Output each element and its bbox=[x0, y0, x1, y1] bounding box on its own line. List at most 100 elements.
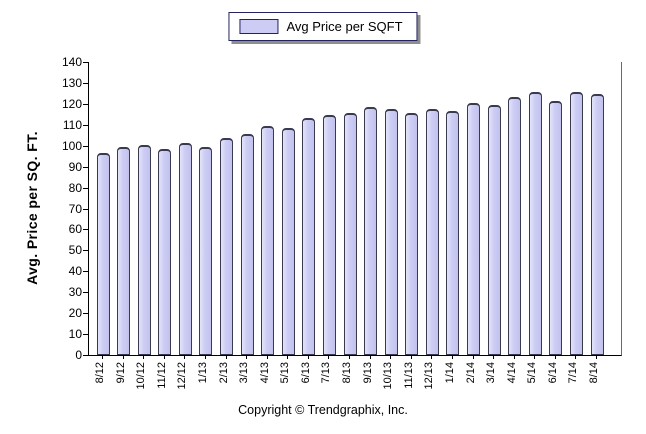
x-axis-label: 4/13 bbox=[259, 362, 271, 384]
x-tick bbox=[493, 355, 494, 359]
x-tick bbox=[390, 355, 391, 359]
x-tick bbox=[411, 355, 412, 359]
y-axis-label: 110 bbox=[62, 118, 82, 132]
bar bbox=[446, 111, 459, 355]
x-tick bbox=[164, 355, 165, 359]
x-axis-label: 11/13 bbox=[403, 362, 415, 389]
y-tick bbox=[83, 334, 88, 335]
x-axis-label: 3/13 bbox=[238, 362, 250, 384]
x-tick bbox=[205, 355, 206, 359]
x-tick bbox=[143, 355, 144, 359]
x-tick bbox=[452, 355, 453, 359]
x-tick bbox=[473, 355, 474, 359]
bar bbox=[591, 94, 604, 355]
x-tick bbox=[596, 355, 597, 359]
x-axis-label: 9/12 bbox=[115, 362, 127, 384]
x-tick bbox=[349, 355, 350, 359]
y-tick bbox=[83, 355, 88, 356]
x-tick bbox=[555, 355, 556, 359]
bar bbox=[508, 97, 521, 355]
bar bbox=[426, 109, 439, 355]
x-axis-label: 8/13 bbox=[341, 362, 353, 384]
y-axis-label: 100 bbox=[61, 139, 82, 153]
x-axis-label: 12/13 bbox=[423, 362, 435, 390]
x-tick bbox=[123, 355, 124, 359]
x-tick bbox=[370, 355, 371, 359]
bar bbox=[179, 143, 192, 355]
x-axis-label: 5/14 bbox=[526, 362, 538, 384]
x-axis-label: 1/13 bbox=[197, 362, 209, 384]
y-tick bbox=[83, 125, 88, 126]
bar bbox=[385, 109, 398, 355]
x-axis-label: 12/12 bbox=[176, 362, 188, 390]
bar bbox=[344, 113, 357, 355]
y-tick bbox=[83, 167, 88, 168]
y-axis-label: 20 bbox=[68, 306, 82, 320]
bar bbox=[138, 145, 151, 355]
x-tick bbox=[308, 355, 309, 359]
bar bbox=[488, 105, 501, 355]
plot-area bbox=[88, 62, 622, 356]
legend: Avg Price per SQFT bbox=[228, 12, 418, 41]
x-axis-label: 10/13 bbox=[382, 362, 394, 390]
x-axis-label: 2/13 bbox=[218, 362, 230, 384]
y-axis-label: 140 bbox=[61, 55, 82, 69]
y-axis-label: 10 bbox=[68, 327, 82, 341]
x-tick bbox=[534, 355, 535, 359]
y-tick bbox=[83, 83, 88, 84]
x-axis-label: 8/12 bbox=[94, 362, 106, 384]
y-tick bbox=[83, 188, 88, 189]
bar bbox=[302, 118, 315, 355]
bar bbox=[220, 138, 233, 355]
bar bbox=[241, 134, 254, 355]
bar bbox=[282, 128, 295, 355]
y-tick bbox=[83, 209, 88, 210]
x-tick bbox=[246, 355, 247, 359]
y-tick bbox=[83, 229, 88, 230]
x-axis-label: 8/14 bbox=[588, 362, 600, 384]
y-axis-label: 30 bbox=[68, 285, 82, 299]
bar bbox=[158, 149, 171, 355]
x-axis-label: 6/13 bbox=[300, 362, 312, 384]
bar bbox=[467, 103, 480, 355]
x-axis-label: 11/12 bbox=[156, 362, 168, 389]
y-axis-label: 130 bbox=[61, 76, 82, 90]
bar bbox=[570, 92, 583, 355]
y-axis-label: 0 bbox=[75, 348, 82, 362]
bar bbox=[549, 101, 562, 355]
y-tick bbox=[83, 271, 88, 272]
x-axis-label: 4/14 bbox=[506, 362, 518, 384]
y-axis-label: 60 bbox=[68, 222, 82, 236]
y-tick bbox=[83, 62, 88, 63]
x-axis-label: 9/13 bbox=[362, 362, 374, 384]
x-tick bbox=[328, 355, 329, 359]
y-axis-label: 120 bbox=[61, 97, 82, 111]
x-axis-label: 5/13 bbox=[279, 362, 291, 384]
legend-label: Avg Price per SQFT bbox=[286, 19, 403, 34]
x-axis-label: 7/14 bbox=[567, 362, 579, 384]
y-axis-label: 50 bbox=[68, 243, 82, 257]
bar bbox=[261, 126, 274, 355]
y-tick bbox=[83, 250, 88, 251]
y-axis-label: 70 bbox=[68, 202, 82, 216]
bar bbox=[529, 92, 542, 355]
x-axis-label: 2/14 bbox=[465, 362, 477, 384]
bar bbox=[117, 147, 130, 355]
x-axis-label: 1/14 bbox=[444, 362, 456, 384]
bar bbox=[199, 147, 212, 355]
bar bbox=[323, 115, 336, 355]
x-axis-label: 10/12 bbox=[135, 362, 147, 390]
x-tick bbox=[267, 355, 268, 359]
x-tick bbox=[287, 355, 288, 359]
x-tick bbox=[431, 355, 432, 359]
y-tick bbox=[83, 313, 88, 314]
x-axis-label: 6/14 bbox=[547, 362, 559, 384]
bar bbox=[405, 113, 418, 355]
copyright-text: Copyright © Trendgraphix, Inc. bbox=[238, 403, 408, 417]
x-tick bbox=[575, 355, 576, 359]
bar bbox=[97, 153, 110, 355]
x-tick bbox=[514, 355, 515, 359]
y-axis-label: 90 bbox=[68, 160, 82, 174]
y-tick bbox=[83, 292, 88, 293]
